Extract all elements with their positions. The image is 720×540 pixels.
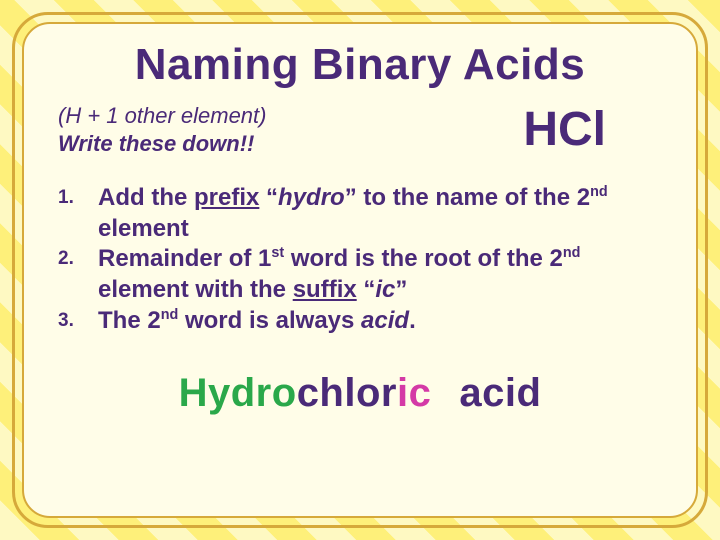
answer-root: chlor <box>297 371 397 415</box>
rules-list: Add the prefix “hydro” to the name of th… <box>54 183 666 337</box>
answer-word2: acid <box>459 371 541 415</box>
answer-prefix: Hydro <box>179 371 297 415</box>
subtitle-row: (H + 1 other element) Write these down!!… <box>54 102 666 157</box>
subtitle-block: (H + 1 other element) Write these down!! <box>58 102 266 157</box>
answer-suffix: ic <box>397 371 431 415</box>
example-formula: HCl <box>523 102 656 157</box>
slide-title: Naming Binary Acids <box>54 40 666 90</box>
subtitle-line-1: (H + 1 other element) <box>58 102 266 130</box>
subtitle-line-2: Write these down!! <box>58 130 266 158</box>
rule-item: The 2nd word is always acid. <box>98 306 666 337</box>
rule-item: Add the prefix “hydro” to the name of th… <box>98 183 666 244</box>
rule-item: Remainder of 1st word is the root of the… <box>98 244 666 305</box>
answer-line: Hydrochloricacid <box>54 371 666 416</box>
content-panel: Naming Binary Acids (H + 1 other element… <box>22 22 698 518</box>
